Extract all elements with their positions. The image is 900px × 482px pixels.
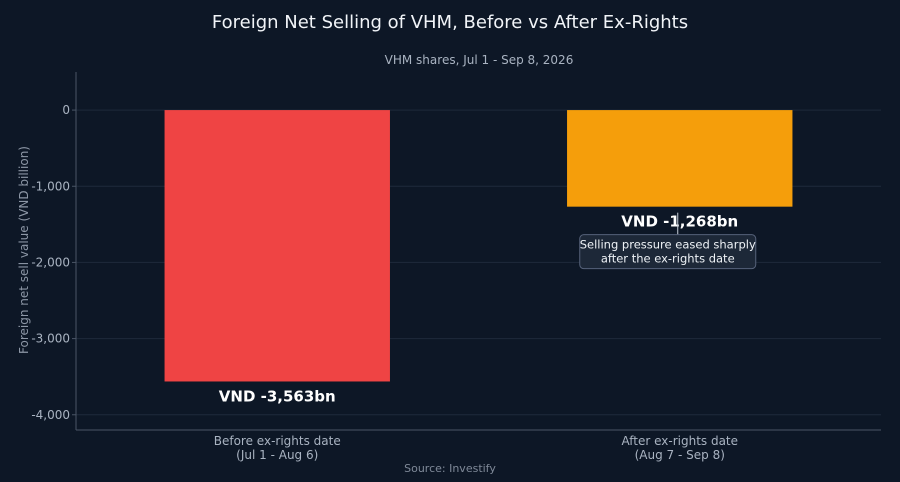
y-tick-label: -3,000 [31, 332, 70, 346]
y-tick-label: -2,000 [31, 255, 70, 269]
x-tick-label-line: After ex-rights date [621, 434, 738, 448]
y-tick-label: 0 [62, 103, 70, 117]
chart-title: Foreign Net Selling of VHM, Before vs Af… [212, 12, 688, 33]
annotation-text: after the ex-rights date [601, 252, 735, 266]
x-tick-label-line: (Aug 7 - Sep 8) [635, 448, 725, 462]
chart-subtitle: VHM shares, Jul 1 - Sep 8, 2026 [385, 53, 574, 67]
bar [567, 110, 793, 207]
annotation-text: Selling pressure eased sharply [580, 238, 756, 252]
data-label: VND -3,563bn [219, 387, 336, 405]
x-tick-label-line: (Jul 1 - Aug 6) [236, 448, 318, 462]
y-tick-label: -1,000 [31, 179, 70, 193]
chart-source: Source: Investify [404, 462, 496, 475]
annotation-box [579, 234, 757, 270]
y-axis-label: Foreign net sell value (VND billion) [17, 146, 31, 354]
y-tick-label: -4,000 [31, 408, 70, 422]
data-label: VND -1,268bn [621, 213, 738, 231]
x-tick-label: After ex-rights date (Aug 7 - Sep 8) [621, 434, 738, 462]
x-tick-label-line: Before ex-rights date [214, 434, 341, 448]
bar [164, 110, 390, 382]
x-tick-label: Before ex-rights date (Jul 1 - Aug 6) [214, 434, 341, 462]
